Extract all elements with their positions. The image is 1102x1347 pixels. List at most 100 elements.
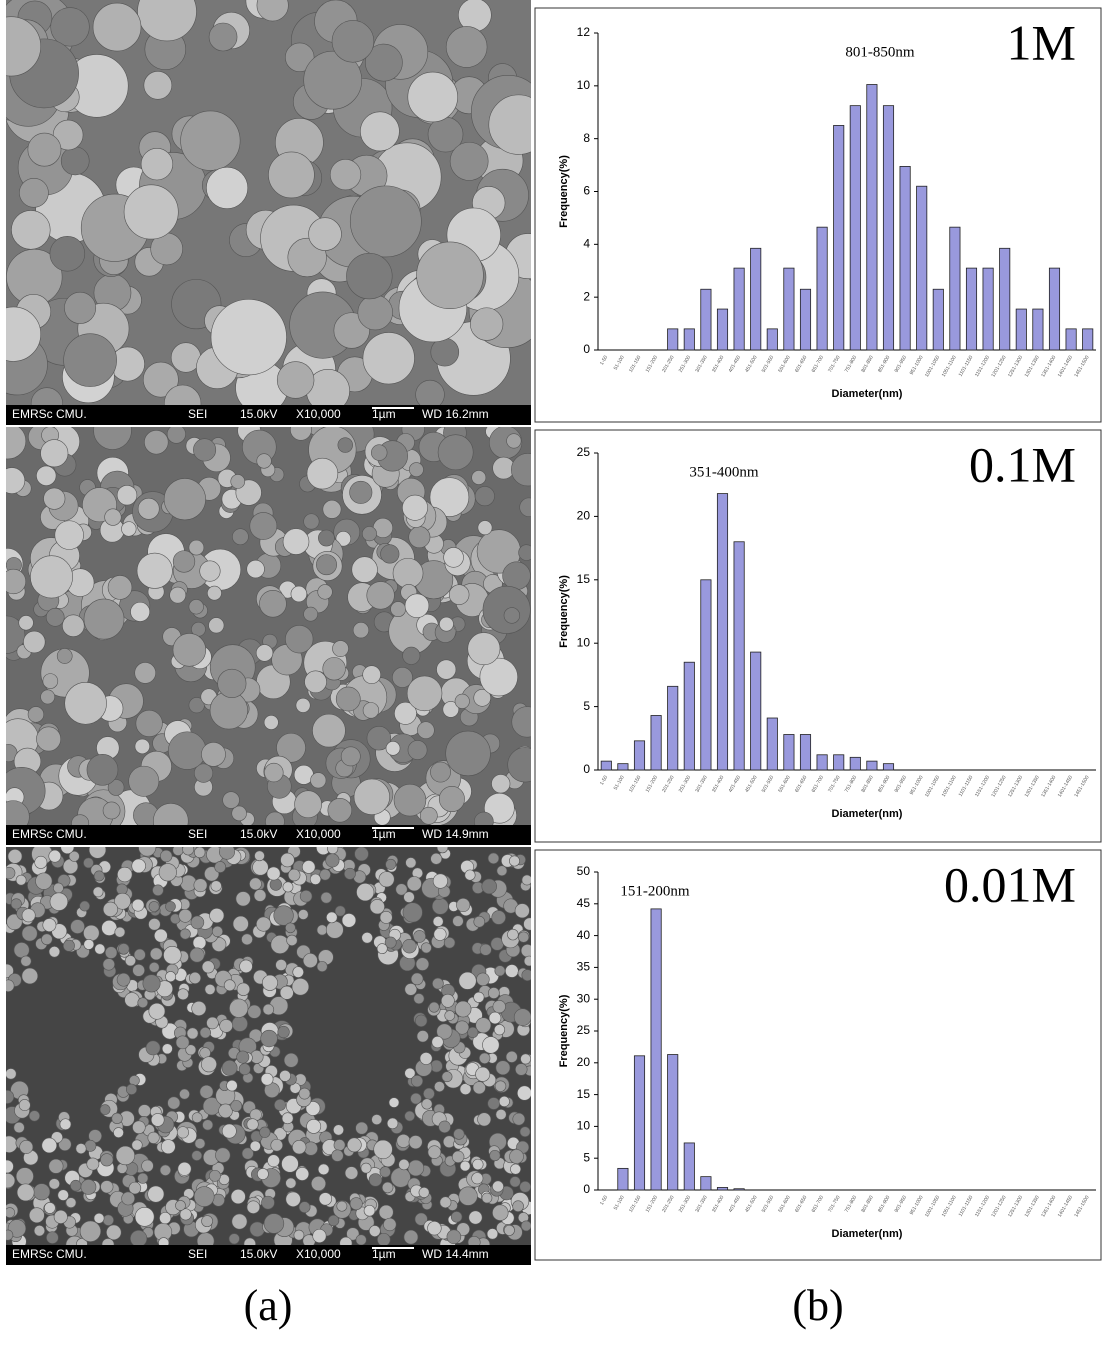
particle [360,111,400,152]
particle [7,849,23,864]
particle [357,294,393,331]
particle [518,544,531,561]
particle [19,1140,34,1154]
particle [270,935,290,954]
x-tick-label: 351-400 [711,354,725,373]
particle [200,1056,217,1073]
bar [849,105,861,351]
x-tick-label: 651-700 [811,774,825,793]
bar [783,267,795,351]
particle [404,983,418,996]
particle [231,1213,248,1230]
x-tick-label: 901-950 [894,354,908,373]
particle [336,1200,348,1212]
particle [6,1068,17,1080]
particle [6,1159,14,1174]
particle [306,457,339,490]
particle [6,1173,16,1189]
particle [142,974,161,993]
x-tick-label: 1401-1450 [1057,774,1074,798]
bar [866,760,878,771]
particle [519,1126,531,1138]
particle [36,465,57,486]
particle [383,1217,397,1232]
particle [511,706,531,738]
particle [142,361,179,398]
particle [421,1098,433,1110]
particle [21,908,36,923]
particle [172,847,184,856]
particle [322,657,346,681]
particle [168,731,207,770]
particle [431,897,449,915]
particle [128,765,160,797]
particle [486,1228,499,1240]
particle [152,884,164,897]
particle [507,747,531,783]
particle [362,332,415,385]
particle [449,141,489,181]
sem-footer [6,1245,531,1265]
particle [360,1162,372,1174]
sem-footer-text: 1µm [372,407,396,421]
particle [19,177,49,208]
particle [306,1118,322,1134]
bar [667,685,679,771]
particle [253,889,267,902]
particle [169,586,187,604]
particle [10,898,22,910]
y-tick-label: 0 [583,1182,590,1196]
particle [473,991,485,1003]
particle [124,955,137,967]
particle [505,1050,518,1063]
particle [413,993,425,1005]
particle [349,185,422,258]
particle [456,898,471,913]
particle [206,166,249,209]
particle [440,993,455,1008]
particle [273,905,294,926]
particle [402,494,428,521]
particle [18,615,34,631]
x-tick-label: 1351-1400 [1040,1194,1057,1218]
particle [402,902,423,923]
y-tick-label: 40 [577,928,591,942]
particle [148,1002,166,1020]
particle [13,1121,25,1134]
particle [63,333,117,387]
particle [189,947,205,963]
particle [206,1016,219,1030]
particle [483,792,515,824]
sem-footer-text: WD 16.2mm [422,407,489,421]
particle [68,850,80,862]
particle [218,847,236,860]
particle [221,1123,237,1139]
particle [475,1066,491,1082]
particle [27,706,45,723]
particle [102,958,115,971]
particle [135,709,163,738]
particle [194,847,206,859]
x-tick-label: 201-250 [661,1194,675,1213]
x-tick-label: 1251-1300 [1007,1194,1024,1218]
particle [282,528,310,555]
particle [311,1176,327,1192]
particle [27,132,62,167]
particle [509,1176,521,1188]
x-tick-label: 251-300 [678,774,692,793]
y-tick-label: 45 [577,896,591,910]
bar [766,328,778,351]
particle [75,1143,87,1155]
sem-image: EMRSc CMU. SEI 15.0kV X10,000 1µm WD 16.2mm [6,0,531,425]
x-tick-label: 601-650 [794,1194,808,1213]
x-tick-label: 1451-1500 [1073,774,1090,798]
particle [331,1149,344,1162]
particle [454,693,470,709]
particle [57,1189,69,1201]
particle [453,1128,465,1140]
particle [63,939,75,952]
particle [42,918,57,932]
particle [415,957,430,971]
bar [716,1187,729,1191]
x-tick-label: 801-850 [860,354,874,373]
